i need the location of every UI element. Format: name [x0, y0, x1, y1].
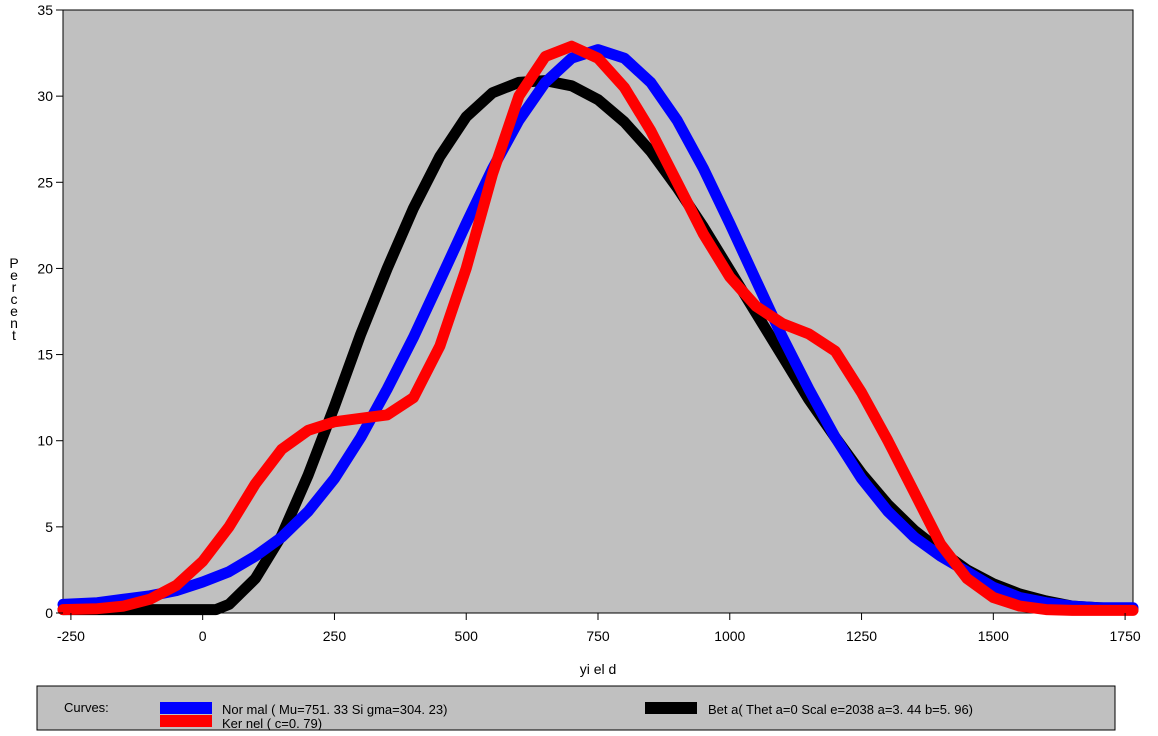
y-tick-label: 20	[37, 260, 53, 276]
legend-label: Nor mal ( Mu=751. 33 Si gma=304. 23)	[222, 702, 447, 717]
series-line-1	[57, 40, 1139, 616]
y-tick-label: 5	[45, 519, 53, 535]
x-tick-label: 1250	[846, 628, 877, 644]
legend-swatch	[160, 715, 212, 727]
y-tick-label: 25	[37, 174, 53, 190]
x-tick-label: 500	[455, 628, 479, 644]
x-tick-label: 1500	[978, 628, 1009, 644]
y-tick-label: 15	[37, 347, 53, 363]
x-tick-label: 0	[199, 628, 207, 644]
legend-swatch	[160, 702, 212, 714]
x-axis-title: yi el d	[580, 661, 617, 677]
legend-label: Ker nel ( c=0. 79)	[222, 716, 322, 731]
legend-label: Bet a( Thet a=0 Scal e=2038 a=3. 44 b=5.…	[708, 702, 973, 717]
legend-box	[36, 685, 1116, 731]
x-tick-label: 1750	[1110, 628, 1141, 644]
y-tick-label: 10	[37, 433, 53, 449]
legend-title: Curves:	[64, 700, 109, 715]
x-tick-label: 750	[586, 628, 610, 644]
x-tick-label: 250	[323, 628, 347, 644]
legend-swatch	[645, 702, 697, 714]
curves	[57, 40, 1139, 616]
y-tick-label: 0	[45, 605, 53, 621]
legend: Nor mal ( Mu=751. 33 Si gma=304. 23)Ker …	[160, 702, 973, 731]
axes: -250 0 250 500 750 1000 1250 1500 17500510152025…	[37, 2, 1140, 644]
x-tick-label: 1000	[714, 628, 745, 644]
y-tick-label: 35	[37, 2, 53, 18]
x-tick-label: -250	[57, 628, 85, 644]
y-tick-label: 30	[37, 88, 53, 104]
